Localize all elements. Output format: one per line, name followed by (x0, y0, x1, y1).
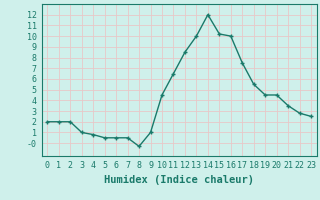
X-axis label: Humidex (Indice chaleur): Humidex (Indice chaleur) (104, 175, 254, 185)
